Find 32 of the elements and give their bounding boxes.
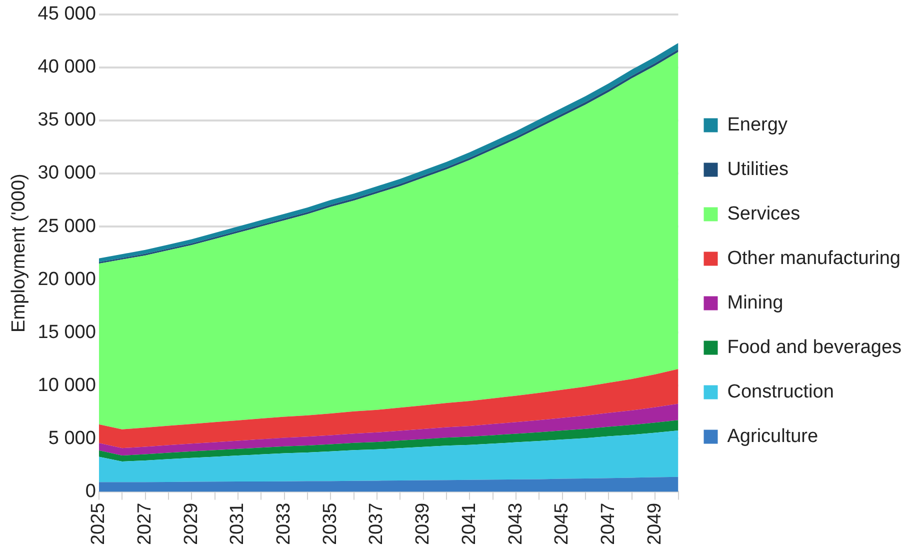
y-tick-label: 30 000 — [38, 162, 96, 184]
y-tick-label: 15 000 — [38, 322, 96, 343]
y-tick-label: 35 000 — [38, 110, 96, 131]
y-tick-label: 45 000 — [38, 4, 96, 25]
y-tick-label: 5 000 — [48, 428, 96, 449]
x-tick-label: 2027 — [134, 502, 156, 546]
x-tick-label: 2041 — [458, 502, 480, 546]
x-tick-label: 2035 — [320, 502, 341, 546]
legend-label: Food and beverages — [727, 336, 902, 358]
x-tick-label: 2047 — [598, 502, 619, 546]
y-tick-label: 10 000 — [38, 374, 96, 396]
y-tick-label: 0 — [85, 480, 96, 502]
x-tick-label: 2025 — [88, 502, 110, 546]
legend-label: Utilities — [727, 158, 788, 180]
legend-label: Agriculture — [727, 426, 818, 447]
x-tick-label: 2029 — [180, 502, 202, 546]
x-tick-label: 2045 — [552, 502, 573, 546]
y-axis-title: Employment ('000) — [8, 174, 30, 332]
x-tick-label: 2033 — [274, 502, 295, 546]
legend-label: Other manufacturing — [727, 248, 900, 269]
x-tick-label: 2043 — [505, 502, 526, 546]
x-tick-label: 2031 — [227, 502, 248, 546]
y-tick-label: 20 000 — [38, 268, 96, 290]
legend-label: Construction — [727, 381, 834, 402]
legend-label: Energy — [727, 114, 788, 136]
legend-label: Mining — [727, 292, 784, 314]
x-tick-label: 2037 — [366, 502, 388, 546]
x-tick-label: 2039 — [412, 502, 434, 546]
y-tick-label: 40 000 — [38, 56, 96, 78]
legend-label: Services — [727, 203, 800, 224]
x-tick-label: 2049 — [644, 502, 666, 546]
y-tick-label: 25 000 — [38, 216, 96, 237]
